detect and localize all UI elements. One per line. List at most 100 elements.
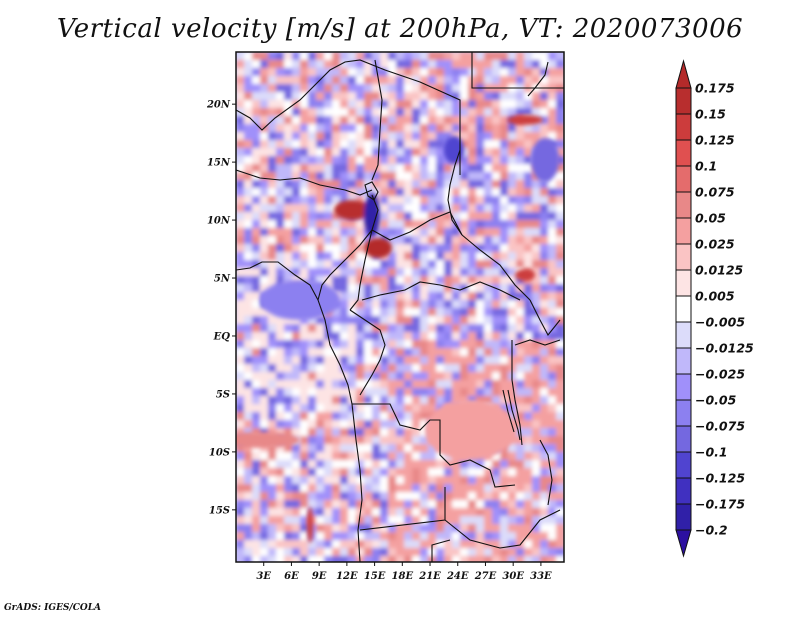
field-cell (356, 52, 365, 61)
field-cell (340, 252, 349, 261)
field-cell (252, 412, 261, 421)
field-cell (420, 516, 429, 525)
field-cell (556, 460, 564, 469)
field-cell (516, 52, 525, 61)
field-cell (500, 260, 509, 269)
field-cell (516, 60, 525, 69)
field-cell (388, 500, 397, 509)
field-cell (356, 380, 365, 389)
field-cell (444, 164, 453, 173)
field-cell (340, 484, 349, 493)
field-cell (252, 148, 261, 157)
field-cell (556, 420, 564, 429)
field-cell (396, 164, 405, 173)
field-cell (308, 364, 317, 373)
field-cell (404, 556, 413, 562)
field-cell (460, 300, 469, 309)
field-cell (412, 300, 421, 309)
field-cell (388, 172, 397, 181)
field-cell (436, 156, 445, 165)
field-cell (428, 124, 437, 133)
field-cell (244, 444, 253, 453)
field-cell (396, 60, 405, 69)
field-cell (556, 236, 564, 245)
field-cell (484, 260, 493, 269)
field-cell (444, 92, 453, 101)
field-cell (476, 220, 485, 229)
field-cell (508, 212, 517, 221)
field-cell (420, 500, 429, 509)
field-cell (508, 468, 517, 477)
field-cell (460, 260, 469, 269)
field-cell (388, 116, 397, 125)
field-cell (332, 332, 341, 341)
field-cell (412, 364, 421, 373)
field-cell (284, 220, 293, 229)
field-cell (492, 340, 501, 349)
field-cell (524, 460, 533, 469)
field-cell (292, 220, 301, 229)
field-cell (372, 172, 381, 181)
field-cell (236, 124, 245, 133)
field-cell (540, 260, 549, 269)
field-cell (524, 356, 533, 365)
field-cell (348, 340, 357, 349)
field-cell (380, 124, 389, 133)
field-cell (276, 452, 285, 461)
field-cell (252, 492, 261, 501)
field-cell (484, 380, 493, 389)
field-cell (372, 52, 381, 61)
field-cell (332, 276, 341, 285)
field-cell (356, 164, 365, 173)
field-cell (372, 484, 381, 493)
field-cell (468, 532, 477, 541)
field-cell (524, 212, 533, 221)
field-cell (412, 60, 421, 69)
field-cell (508, 332, 517, 341)
field-cell (444, 476, 453, 485)
field-cell (364, 476, 373, 485)
field-cell (388, 548, 397, 557)
field-cell (452, 372, 461, 381)
field-cell (444, 52, 453, 61)
field-cell (428, 100, 437, 109)
x-tick-label: 30E (502, 571, 524, 582)
field-cell (324, 436, 333, 445)
field-cell (516, 108, 525, 117)
field-cell (540, 236, 549, 245)
field-cell (244, 300, 253, 309)
border-west-coast (236, 261, 363, 562)
field-cell (300, 60, 309, 69)
field-cell (548, 284, 557, 293)
field-cell (556, 524, 564, 533)
field-cell (380, 276, 389, 285)
field-cell (420, 348, 429, 357)
field-cell (308, 460, 317, 469)
field-cell (396, 436, 405, 445)
field-cell (260, 492, 269, 501)
field-cell (252, 460, 261, 469)
field-cell (444, 340, 453, 349)
field-cell (236, 380, 245, 389)
field-cell (260, 124, 269, 133)
field-cell (300, 52, 309, 61)
field-cell (436, 84, 445, 93)
field-feature (444, 136, 464, 164)
field-cell (404, 180, 413, 189)
field-cell (340, 68, 349, 77)
field-cell (348, 292, 357, 301)
field-cell (364, 164, 373, 173)
field-cell (468, 292, 477, 301)
field-cell (428, 228, 437, 237)
field-cell (492, 548, 501, 557)
field-cell (236, 300, 245, 309)
field-cell (548, 76, 557, 85)
field-cell (396, 132, 405, 141)
field-cell (420, 324, 429, 333)
field-cell (324, 468, 333, 477)
field-cell (324, 268, 333, 277)
field-cell (292, 388, 301, 397)
field-cell (500, 324, 509, 333)
field-cell (260, 364, 269, 373)
field-cell (252, 532, 261, 541)
